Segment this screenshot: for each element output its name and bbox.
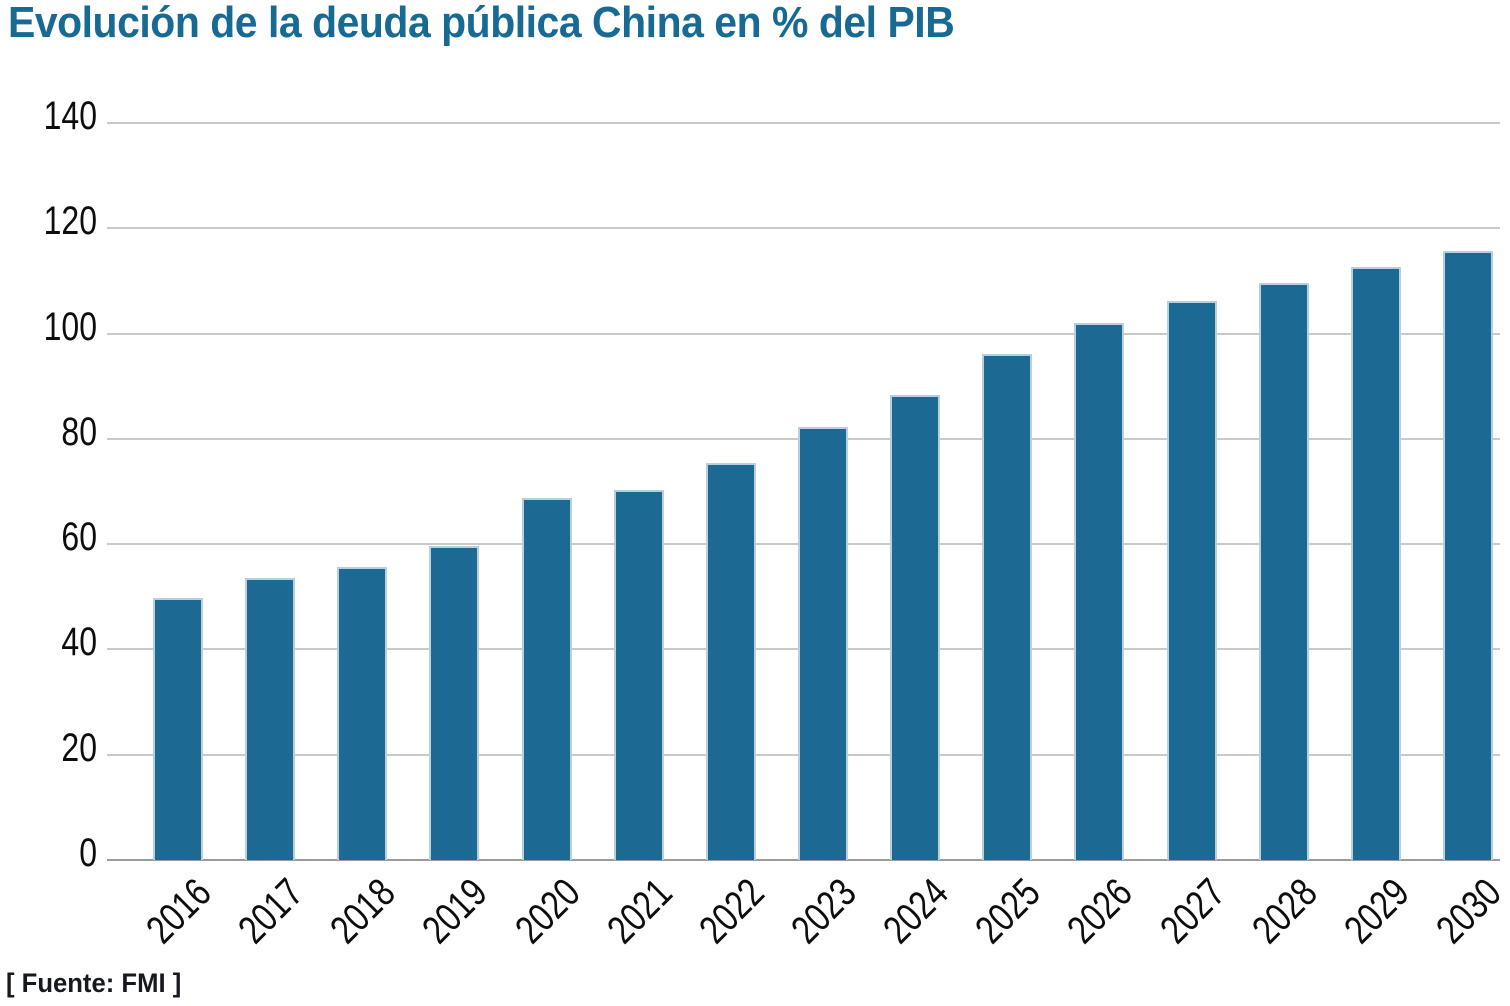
x-tick-label: 2025: [949, 870, 1049, 971]
x-tick-label: 2018: [304, 870, 404, 971]
bar: [245, 577, 296, 860]
gridline: [107, 227, 1500, 229]
bar: [798, 426, 848, 860]
y-tick-label: 120: [43, 199, 97, 243]
x-tick-label-text: 2029: [1336, 870, 1418, 953]
gridline: [107, 122, 1500, 124]
x-tick-label-text: 2024: [875, 870, 957, 953]
x-tick-label: 2030: [1409, 870, 1510, 971]
bar: [705, 463, 756, 860]
x-tick-label-text: 2025: [967, 870, 1049, 953]
x-tick-label-text: 2030: [1428, 870, 1510, 953]
x-tick-label-text: 2018: [322, 870, 404, 953]
bar: [1443, 250, 1493, 860]
x-axis-line: [107, 859, 1500, 861]
x-tick-label: 2024: [856, 870, 957, 971]
bar: [1350, 267, 1401, 860]
bar: [337, 566, 388, 860]
x-tick-label-text: 2022: [691, 870, 773, 953]
x-tick-label: 2022: [672, 870, 773, 971]
y-tick-label: 80: [61, 410, 97, 454]
x-tick-label: 2026: [1041, 870, 1142, 971]
bar: [1258, 283, 1309, 860]
x-tick-label: 2023: [764, 870, 865, 971]
y-tick-label: 40: [61, 620, 97, 664]
y-tick-label: 0: [79, 831, 97, 875]
gridline: [107, 333, 1500, 335]
x-tick-label-text: 2019: [414, 870, 497, 953]
source-caption-text: [ Fuente: FMI ]: [6, 968, 182, 998]
x-tick-label: 2017: [211, 870, 312, 971]
bar: [613, 490, 664, 860]
source-caption: [ Fuente: FMI ]: [6, 966, 190, 1000]
bar: [153, 597, 203, 860]
x-tick-label-text: 2020: [506, 870, 589, 953]
x-tick-label: 2027: [1133, 870, 1234, 971]
x-tick-label-text: 2023: [783, 870, 865, 953]
x-tick-label-text: 2028: [1243, 870, 1326, 953]
chart-title: Evolución de la deuda pública China en %…: [8, 0, 1026, 46]
bar: [890, 395, 941, 860]
x-tick-label: 2021: [580, 870, 681, 971]
x-tick-label: 2019: [396, 870, 497, 971]
x-tick-label: 2016: [119, 870, 220, 971]
x-tick-label-text: 2027: [1151, 870, 1234, 953]
bar: [982, 354, 1033, 860]
x-tick-label-text: 2021: [598, 870, 681, 953]
bar: [429, 545, 480, 860]
y-tick-label: 140: [43, 94, 97, 138]
bar: [1166, 300, 1217, 860]
bar: [1074, 322, 1125, 860]
y-tick-label: 100: [43, 305, 97, 349]
y-tick-label: 20: [61, 726, 97, 770]
x-tick-label-text: 2017: [230, 870, 312, 953]
x-tick-label-text: 2026: [1059, 870, 1142, 953]
bar: [521, 497, 572, 860]
x-tick-label-text: 2016: [138, 870, 220, 953]
x-tick-label: 2029: [1317, 870, 1418, 971]
x-tick-label: 2020: [488, 870, 589, 971]
x-tick-label: 2028: [1225, 870, 1326, 971]
y-tick-label: 60: [61, 515, 97, 559]
chart-title-text: Evolución de la deuda pública China en %…: [8, 0, 955, 47]
